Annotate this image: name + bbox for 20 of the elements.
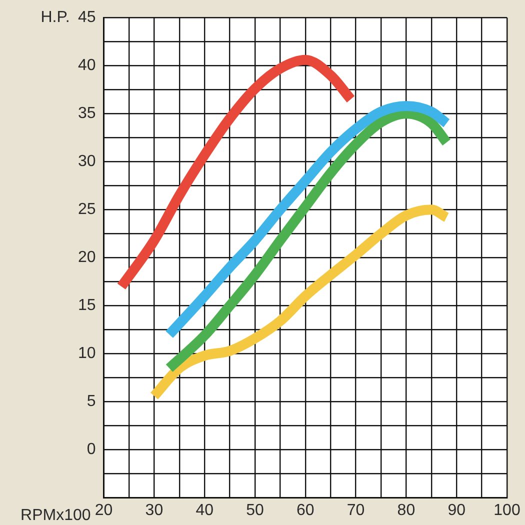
x-tick-label: 40 <box>196 502 214 519</box>
y-tick-label: 5 <box>86 393 96 410</box>
y-tick-label: 10 <box>78 345 96 362</box>
y-tick-label: 15 <box>78 297 96 314</box>
y-tick-label: 20 <box>78 249 96 266</box>
y-tick-label: 25 <box>78 201 96 218</box>
x-tick-label: 90 <box>448 502 466 519</box>
x-tick-label: 60 <box>296 502 314 519</box>
y-tick-label: 40 <box>78 57 96 74</box>
y-tick-label: 35 <box>78 105 96 122</box>
x-tick-label: 30 <box>145 502 164 519</box>
x-tick-label: 70 <box>346 502 365 519</box>
y-tick-label: 30 <box>78 153 96 170</box>
y-tick-label: 0 <box>86 441 96 458</box>
x-tick-label: 80 <box>397 502 416 519</box>
x-axis-title: RPMx100 <box>20 507 91 524</box>
x-tick-label: 100 <box>494 502 520 519</box>
x-tick-label: 50 <box>246 502 264 519</box>
y-tick-label: 45 <box>78 9 96 26</box>
y-axis-title: H.P. <box>40 9 70 26</box>
